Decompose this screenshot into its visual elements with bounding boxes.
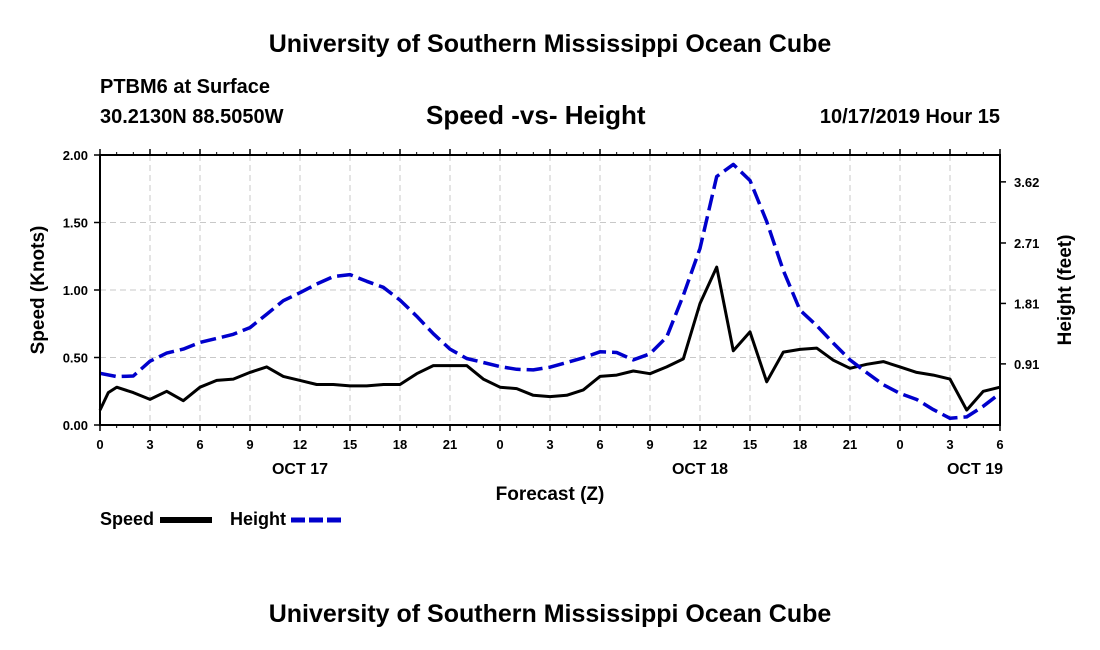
- height-series-line: [99, 162, 1002, 421]
- x-tick-label: 21: [443, 437, 457, 452]
- y2-tick-label: 1.81: [1014, 296, 1039, 311]
- station-coordinates: 30.2130N 88.5050W: [100, 106, 284, 128]
- y-tick-label: 1.50: [63, 216, 88, 231]
- y-tick-label: 0.00: [63, 418, 88, 433]
- x-tick-label: 0: [496, 437, 503, 452]
- x-tick-label: 3: [146, 437, 153, 452]
- grid: [100, 155, 1000, 425]
- x-tick-label: 12: [693, 437, 707, 452]
- x-tick-label: 3: [546, 437, 553, 452]
- x-day-label: OCT 18: [672, 461, 728, 478]
- speed-series-line: [98, 265, 1001, 412]
- axes: 0.00 0.50 1.00 1.50 2.00 0.91 1.81 2.71 3.62 0 3 6 9…: [63, 148, 1040, 478]
- x-day-label: OCT 17: [272, 461, 328, 478]
- series-layer: [98, 162, 1002, 421]
- y2-axis-label: Height (feet): [1055, 235, 1076, 346]
- y2-tick-label: 2.71: [1014, 236, 1039, 251]
- x-tick-label: 0: [96, 437, 103, 452]
- station-name: PTBM6 at Surface: [100, 76, 271, 98]
- x-tick-label: 21: [843, 437, 857, 452]
- y2-tick-label: 3.62: [1014, 175, 1039, 190]
- chart-title: Speed -vs- Height: [426, 100, 646, 130]
- x-tick-label: 12: [293, 437, 307, 452]
- x-tick-label: 15: [743, 437, 757, 452]
- y-tick-label: 2.00: [63, 148, 88, 163]
- x-tick-label: 18: [793, 437, 807, 452]
- forecast-date: 10/17/2019 Hour 15: [819, 106, 1000, 128]
- y-tick-label: 1.00: [63, 283, 88, 298]
- page-title: University of Southern Mississippi Ocean…: [268, 30, 832, 58]
- x-day-label: OCT 19: [947, 461, 1003, 478]
- x-tick-label: 6: [196, 437, 203, 452]
- x-tick-label: 9: [246, 437, 253, 452]
- x-axis-label: Forecast (Z): [496, 484, 605, 505]
- y-axis-label: Speed (Knots): [28, 226, 49, 355]
- x-tick-label: 15: [343, 437, 357, 452]
- y-tick-label: 0.50: [63, 351, 88, 366]
- legend-speed-label: Speed: [100, 509, 155, 529]
- x-tick-label: 6: [996, 437, 1003, 452]
- x-tick-label: 6: [596, 437, 603, 452]
- x-tick-label: 9: [646, 437, 653, 452]
- y2-tick-label: 0.91: [1014, 357, 1039, 372]
- footer-title: University of Southern Mississippi Ocean…: [268, 600, 832, 628]
- x-tick-label: 3: [946, 437, 953, 452]
- legend-height-label: Height: [230, 509, 286, 529]
- x-tick-label: 0: [896, 437, 903, 452]
- x-tick-label: 18: [393, 437, 407, 452]
